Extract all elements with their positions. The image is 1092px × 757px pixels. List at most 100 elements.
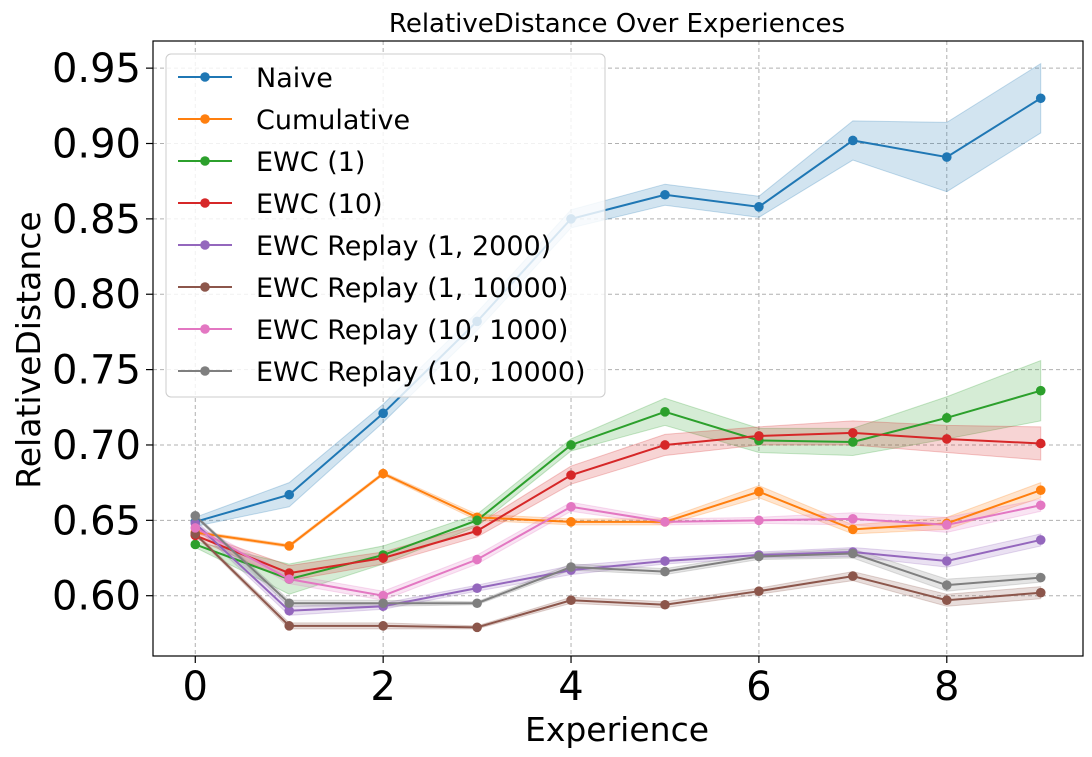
data-point bbox=[190, 511, 201, 521]
data-point bbox=[284, 541, 295, 551]
data-point bbox=[848, 571, 858, 581]
data-point bbox=[660, 189, 670, 200]
legend-entry: Cumulative bbox=[178, 105, 410, 136]
legend-label: EWC Replay (10, 10000) bbox=[256, 357, 586, 388]
data-point bbox=[941, 580, 952, 590]
data-point bbox=[754, 586, 764, 596]
data-point bbox=[566, 595, 576, 606]
data-point bbox=[284, 621, 295, 631]
chart-title: RelativeDistance Over Experiences bbox=[389, 9, 845, 39]
series-line bbox=[194, 431, 1041, 575]
data-point bbox=[1035, 572, 1046, 583]
legend-entry: EWC Replay (10, 10000) bbox=[178, 357, 586, 388]
error-band bbox=[194, 471, 1042, 548]
data-point bbox=[284, 598, 295, 609]
data-point bbox=[472, 583, 482, 593]
legend-label: EWC Replay (10, 1000) bbox=[256, 315, 568, 346]
data-point bbox=[378, 590, 388, 601]
legend-box bbox=[165, 53, 606, 398]
data-point bbox=[284, 489, 295, 500]
data-point bbox=[378, 408, 388, 419]
data-point bbox=[754, 431, 764, 441]
data-point bbox=[190, 523, 201, 533]
series-lines bbox=[194, 97, 1042, 629]
legend-marker bbox=[200, 240, 210, 250]
data-point bbox=[941, 556, 952, 566]
data-point bbox=[1035, 438, 1046, 449]
data-point bbox=[566, 517, 576, 527]
data-point bbox=[941, 152, 952, 162]
data-point bbox=[1035, 385, 1046, 396]
legend-label: EWC (1) bbox=[256, 147, 365, 178]
y-tick-label: 0.95 bbox=[52, 46, 141, 92]
x-tick-label: 0 bbox=[183, 664, 208, 710]
x-tick-label: 4 bbox=[558, 664, 583, 710]
y-tick-label: 0.80 bbox=[52, 272, 141, 318]
error-band bbox=[194, 420, 1042, 582]
data-point bbox=[941, 413, 952, 423]
legend-entry: EWC Replay (1, 2000) bbox=[178, 231, 551, 262]
legend-marker bbox=[200, 114, 210, 124]
legend-marker bbox=[200, 72, 210, 82]
data-point bbox=[1035, 535, 1046, 545]
x-tick-label: 2 bbox=[370, 664, 395, 710]
data-point bbox=[848, 135, 858, 146]
data-point bbox=[1035, 587, 1046, 598]
data-point bbox=[941, 595, 952, 606]
data-point bbox=[660, 599, 670, 610]
legend-label: EWC Replay (1, 2000) bbox=[256, 231, 551, 262]
data-point bbox=[378, 598, 388, 609]
data-point bbox=[1035, 500, 1046, 511]
data-point bbox=[472, 598, 482, 609]
y-tick-label: 0.70 bbox=[52, 423, 141, 469]
data-point bbox=[848, 524, 858, 535]
data-point bbox=[1035, 485, 1046, 495]
data-point bbox=[566, 440, 576, 450]
y-tick-label: 0.85 bbox=[52, 197, 141, 243]
data-point bbox=[754, 486, 764, 497]
data-point bbox=[941, 520, 952, 530]
data-point bbox=[284, 605, 295, 616]
legend-label: Cumulative bbox=[256, 105, 410, 136]
series-line bbox=[194, 515, 1041, 605]
legend-entries: Naive Cumulative EWC (1) EWC (10) EWC Replay… bbox=[178, 63, 586, 388]
legend-entry: Naive bbox=[178, 63, 333, 94]
legend-marker bbox=[200, 324, 210, 334]
data-point bbox=[472, 526, 482, 536]
data-point bbox=[941, 434, 952, 444]
legend-entry: EWC Replay (10, 1000) bbox=[178, 315, 568, 346]
data-point bbox=[754, 202, 764, 212]
x-axis-title: Experience bbox=[525, 710, 709, 749]
data-point bbox=[754, 515, 764, 526]
data-point bbox=[660, 566, 670, 577]
y-axis-title: RelativeDistance bbox=[9, 211, 48, 488]
y-tick-label: 0.90 bbox=[52, 122, 141, 168]
series-line bbox=[195, 472, 1042, 548]
data-point bbox=[566, 470, 576, 480]
legend-label: EWC (10) bbox=[256, 189, 383, 220]
y-tick-label: 0.60 bbox=[52, 574, 141, 620]
data-point bbox=[1035, 93, 1046, 104]
data-point bbox=[378, 468, 388, 479]
data-points bbox=[190, 93, 1046, 633]
legend-marker bbox=[200, 282, 210, 292]
error-band bbox=[194, 359, 1042, 595]
series-line bbox=[194, 97, 1042, 523]
data-point bbox=[660, 517, 670, 527]
series-line bbox=[194, 522, 1041, 612]
data-point bbox=[472, 622, 482, 633]
legend-marker bbox=[200, 156, 210, 166]
legend: Naive Cumulative EWC (1) EWC (10) EWC Replay… bbox=[165, 53, 606, 398]
data-point bbox=[284, 574, 295, 584]
data-point bbox=[472, 554, 482, 565]
y-tick-label: 0.75 bbox=[52, 348, 141, 394]
legend-marker bbox=[200, 366, 210, 376]
data-point bbox=[660, 407, 670, 417]
series-line bbox=[194, 504, 1041, 597]
data-point bbox=[472, 515, 482, 526]
data-point bbox=[660, 556, 670, 566]
data-point bbox=[754, 551, 764, 562]
legend-entry: EWC (10) bbox=[178, 189, 383, 220]
data-point bbox=[848, 437, 858, 447]
